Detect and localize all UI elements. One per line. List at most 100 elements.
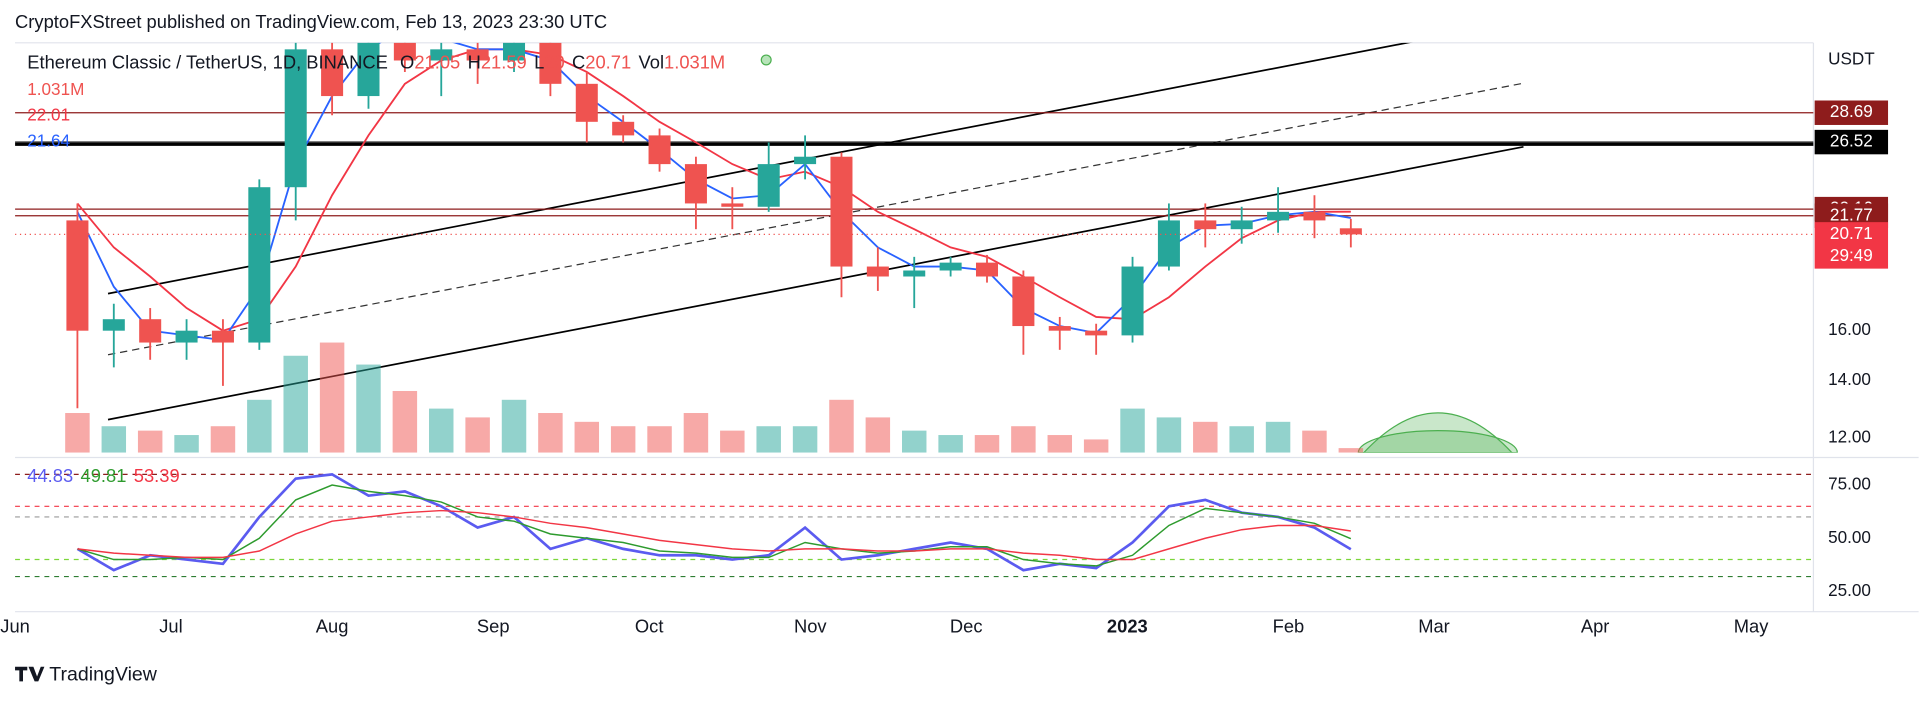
x-tick-label: Aug (316, 615, 349, 636)
rsi-value: 53.39 (134, 465, 180, 486)
candle-body (357, 42, 380, 97)
volume-bar (647, 426, 672, 453)
volume-bar (1011, 426, 1036, 453)
rsi-line (77, 484, 1352, 567)
candle-body (66, 220, 89, 331)
volume-bar (1338, 448, 1364, 453)
last-price-bg (1814, 222, 1889, 269)
legend-item: 20 (544, 51, 564, 72)
x-tick-label: Mar (1418, 615, 1450, 636)
volume-bar (938, 435, 963, 453)
legend-item: 1.031M (664, 51, 725, 72)
volume-bar (247, 399, 272, 453)
volume-bar (210, 426, 236, 453)
x-tick-label: Jun (0, 615, 30, 636)
countdown-label: 29:49 (1830, 246, 1873, 265)
status-dot (760, 54, 772, 66)
last-price-label: 20.71 (1830, 224, 1873, 243)
volume-bar (829, 399, 854, 453)
header: CryptoFXStreet published on TradingView.… (15, 11, 607, 32)
x-tick-label: Jul (159, 615, 182, 636)
legend-item: 21.59 (481, 51, 527, 72)
candle-body (503, 42, 526, 61)
ma-legend: 22.01 (27, 106, 70, 125)
candle-body (612, 121, 635, 136)
candle-body (102, 319, 125, 331)
volume-bar (1047, 435, 1073, 453)
volume-bar (174, 435, 199, 453)
volume-bar (1302, 430, 1327, 453)
legend-item: 20.71 (585, 51, 631, 72)
volume-bar (902, 430, 927, 453)
volume-bar (1229, 426, 1254, 453)
drawing-arc (1363, 412, 1513, 453)
candle-body (1048, 326, 1071, 331)
rsi-value: 49.81 (81, 465, 127, 486)
candle-body (721, 203, 744, 207)
candle-body (757, 164, 780, 207)
volume-bar (865, 417, 891, 453)
candle-body (1121, 266, 1144, 336)
candle-body (393, 42, 416, 61)
candle-body (648, 135, 671, 165)
candle-body (1267, 211, 1290, 221)
rsi-line (77, 509, 1351, 561)
volume-bar (538, 413, 563, 453)
candle-body (248, 187, 271, 343)
candle-body (1230, 220, 1253, 230)
y-tick-label: 12.00 (1828, 428, 1871, 447)
volume-bar (101, 426, 127, 453)
candle-body (903, 270, 926, 277)
price-label-bg (1814, 129, 1889, 155)
volume-bar (792, 426, 818, 453)
candle-body (830, 156, 853, 267)
legend-item: Vol (639, 51, 665, 72)
volume-bar (756, 426, 781, 453)
candle-body (1012, 276, 1035, 327)
candle-body (466, 49, 489, 61)
legend: Ethereum Classic / TetherUS, 1D, BINANCE… (27, 51, 725, 72)
y-tick-label: 25.00 (1828, 581, 1871, 600)
y-tick-label: 16.00 (1828, 320, 1871, 339)
x-tick-label: Sep (477, 615, 510, 636)
volume-bar (429, 408, 454, 453)
volume-bar (137, 430, 163, 453)
volume-bar (319, 342, 345, 453)
price-label: 21.77 (1830, 205, 1873, 224)
candle-body (211, 330, 234, 343)
y-tick-label: 75.00 (1828, 475, 1871, 494)
legend-item: O (400, 51, 414, 72)
volume-bar (465, 417, 490, 453)
x-tick-label: Dec (950, 615, 983, 636)
volume-bar (720, 430, 745, 453)
drawing-arc (1357, 430, 1518, 453)
x-tick-label: 2023 (1107, 615, 1148, 636)
rsi-line (76, 472, 1352, 572)
price-label: 28.69 (1830, 102, 1873, 121)
volume-bar (65, 413, 90, 453)
candle-body (794, 156, 817, 165)
volume-legend: 1.031M (27, 80, 84, 99)
legend-item: H (468, 51, 481, 72)
x-tick-label: May (1734, 615, 1769, 636)
candle-body (430, 49, 453, 61)
price-label: 26.52 (1830, 132, 1873, 151)
candle-body (866, 266, 889, 277)
candle-body (575, 83, 598, 122)
volume-bar (501, 399, 527, 453)
logo (15, 666, 45, 682)
candle-body (175, 330, 198, 343)
volume-bar (356, 364, 381, 453)
x-tick-label: Oct (635, 615, 664, 636)
candle-body (284, 49, 307, 188)
candle-body (1194, 220, 1217, 230)
legend-item: C (572, 51, 585, 72)
volume-bar (1120, 408, 1145, 453)
volume-bar (974, 435, 1000, 453)
candle-body (684, 164, 707, 204)
footer-brand: TradingView (49, 663, 158, 685)
volume-bar (1265, 421, 1291, 453)
rsi-pane (15, 472, 1814, 578)
volume-bar (1156, 417, 1182, 453)
